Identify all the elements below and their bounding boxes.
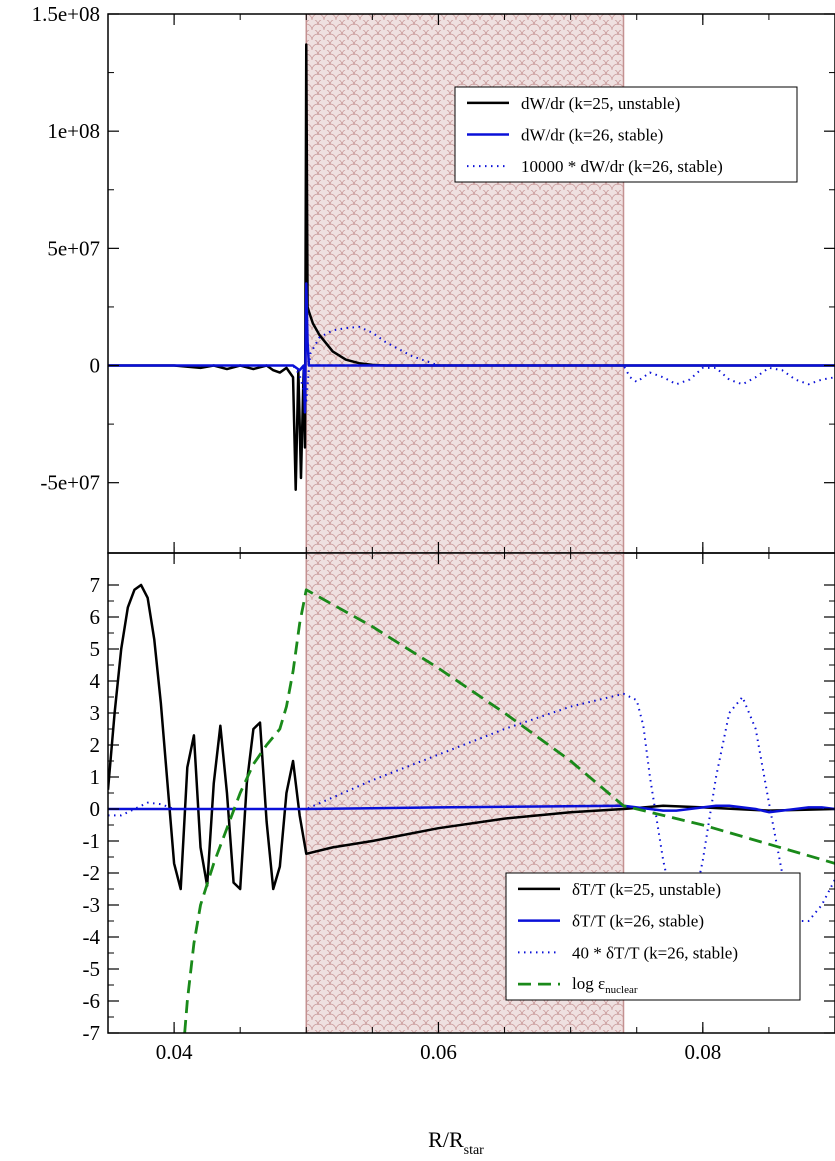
y-tick-label: -2 — [83, 861, 101, 885]
y-tick-label: 5e+07 — [47, 236, 100, 260]
y-tick-label: 1 — [90, 765, 101, 789]
legend-label-2: 40 * δT/T (k=26, stable) — [572, 943, 738, 962]
y-tick-label: 5 — [90, 637, 101, 661]
series-group — [108, 583, 835, 1033]
plot-frame — [107, 552, 835, 1034]
x-axis-label-main: R/R — [428, 1127, 464, 1152]
legend-label-1: δT/T (k=26, stable) — [572, 912, 704, 931]
bottom-panel: 7 6 5 4 3 2 1 0 -1 -2 -3 -4 -5 -6 -7 0.04 0.06 0.08 δT/T (… — [83, 552, 835, 1064]
y-tick-label: -3 — [83, 893, 101, 917]
x-axis-label: R/Rstar — [428, 1127, 484, 1158]
x-axis-label-sub: star — [464, 1143, 485, 1158]
y-tick-label: 1.5e+08 — [32, 2, 100, 26]
series-line-1 — [108, 282, 835, 414]
y-tick-label: -5 — [83, 957, 101, 981]
series-line-2 — [108, 325, 835, 402]
top-panel: 1.5e+08 1e+08 5e+07 0 -5e+07 dW/dr (k=25, uns… — [32, 2, 835, 554]
y-tick-label: 1e+08 — [47, 119, 100, 143]
y-tick-label: 7 — [90, 573, 101, 597]
y-tick-label: -5e+07 — [40, 471, 100, 495]
legend: δT/T (k=25, unstable) δT/T (k=26, stable)… — [505, 872, 801, 1001]
legend-label-0: dW/dr (k=25, unstable) — [521, 94, 680, 113]
y-tick-label: -7 — [83, 1021, 101, 1045]
y-tick-label: 2 — [90, 733, 101, 757]
legend: dW/dr (k=25, unstable) dW/dr (k=26, stabl… — [454, 86, 798, 183]
x-tick-label: 0.04 — [156, 1040, 193, 1064]
legend-label-2: 10000 * dW/dr (k=26, stable) — [521, 157, 723, 176]
y-tick-label: -4 — [83, 925, 101, 949]
legend-label-1: dW/dr (k=26, stable) — [521, 126, 663, 145]
series-line-3 — [183, 588, 835, 1033]
y-tick-label: 6 — [90, 605, 101, 629]
y-tick-label: 0 — [90, 797, 101, 821]
y-tick-label: 4 — [90, 669, 101, 693]
y-tick-label: -6 — [83, 989, 101, 1013]
x-tick-label: 0.06 — [420, 1040, 457, 1064]
legend-label-0: δT/T (k=25, unstable) — [572, 880, 721, 899]
legend-box — [505, 872, 801, 1001]
y-tick-label: 3 — [90, 701, 101, 725]
series-line-0 — [108, 583, 835, 891]
x-tick-label: 0.08 — [684, 1040, 721, 1064]
series-group — [108, 43, 835, 491]
y-tick-label: -1 — [83, 829, 101, 853]
series-line-2 — [108, 692, 835, 926]
legend-box — [454, 86, 798, 183]
y-tick-label: 0 — [90, 354, 101, 378]
